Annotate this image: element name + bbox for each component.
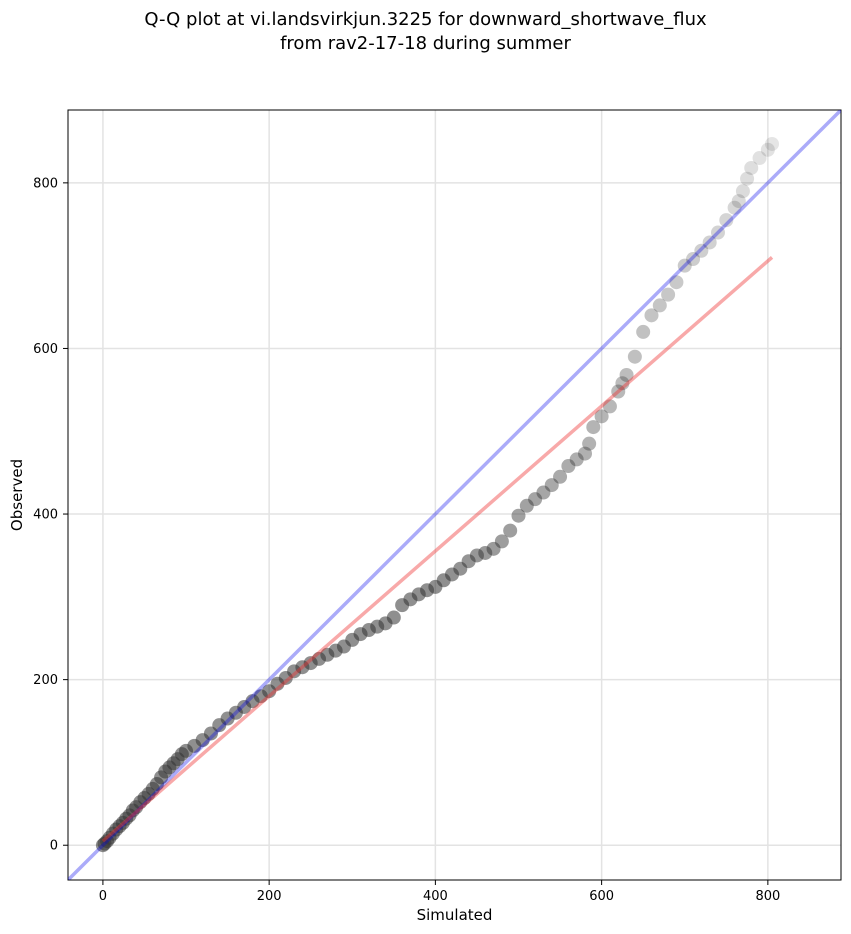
qq-point bbox=[582, 436, 597, 451]
qq-point bbox=[544, 478, 559, 493]
y-tick-label: 0 bbox=[50, 839, 58, 854]
qq-point bbox=[669, 275, 684, 290]
x-axis-label: Simulated bbox=[417, 906, 493, 924]
qq-point bbox=[652, 298, 667, 313]
qq-point bbox=[553, 469, 568, 484]
qq-point bbox=[536, 485, 551, 500]
qq-point bbox=[594, 409, 609, 424]
x-tick-label: 200 bbox=[257, 889, 282, 904]
qq-point bbox=[611, 384, 626, 399]
axis-ticks: 0 200 400 600 800 0 200 400 600 800 bbox=[33, 176, 780, 904]
qq-point bbox=[765, 136, 780, 151]
qq-point bbox=[694, 243, 709, 258]
qq-point bbox=[528, 492, 543, 507]
identity-line bbox=[68, 110, 841, 880]
y-tick-label: 800 bbox=[33, 176, 58, 191]
qq-point bbox=[710, 225, 725, 240]
qq-point bbox=[744, 160, 759, 175]
qq-point bbox=[686, 252, 701, 267]
qq-point bbox=[619, 367, 634, 382]
chart-title-line1: Q-Q plot at vi.landsvirkjun.3225 for dow… bbox=[144, 9, 707, 30]
qq-point bbox=[519, 498, 534, 513]
y-tick-label: 400 bbox=[33, 508, 58, 523]
qq-point bbox=[719, 213, 734, 228]
x-tick-label: 400 bbox=[423, 889, 448, 904]
qq-point bbox=[511, 508, 526, 523]
y-axis-label: Observed bbox=[8, 459, 26, 531]
qq-point bbox=[636, 324, 651, 339]
qq-point bbox=[644, 308, 659, 323]
x-tick-label: 800 bbox=[755, 889, 780, 904]
qq-point bbox=[602, 399, 617, 414]
reference-lines bbox=[68, 110, 841, 880]
qq-point bbox=[731, 194, 746, 209]
qq-point bbox=[561, 459, 576, 474]
grid bbox=[68, 110, 841, 880]
qq-point bbox=[677, 258, 692, 273]
qq-point bbox=[752, 151, 767, 166]
qq-point bbox=[760, 142, 775, 157]
qq-point bbox=[740, 171, 755, 186]
qq-point bbox=[503, 523, 518, 538]
fit-line bbox=[101, 256, 774, 843]
chart-title: Q-Q plot at vi.landsvirkjun.3225 for dow… bbox=[0, 8, 851, 56]
qq-point bbox=[569, 452, 584, 467]
qq-point bbox=[735, 184, 750, 199]
qq-point bbox=[486, 541, 501, 556]
qq-point bbox=[494, 534, 509, 549]
plot-frame bbox=[67, 109, 842, 881]
qq-point bbox=[478, 545, 493, 560]
qq-point bbox=[702, 235, 717, 250]
chart-title-line2: from rav2-17-18 during summer bbox=[280, 33, 571, 54]
qq-point bbox=[386, 610, 401, 625]
data-points bbox=[95, 136, 780, 853]
qq-point bbox=[615, 376, 630, 391]
x-tick-label: 0 bbox=[99, 889, 107, 904]
y-tick-label: 600 bbox=[33, 342, 58, 357]
qq-point bbox=[627, 349, 642, 364]
qq-point bbox=[727, 200, 742, 215]
y-tick-label: 200 bbox=[33, 673, 58, 688]
x-tick-label: 600 bbox=[589, 889, 614, 904]
qq-point bbox=[577, 446, 592, 461]
qq-point bbox=[661, 287, 676, 302]
qq-point bbox=[586, 420, 601, 435]
